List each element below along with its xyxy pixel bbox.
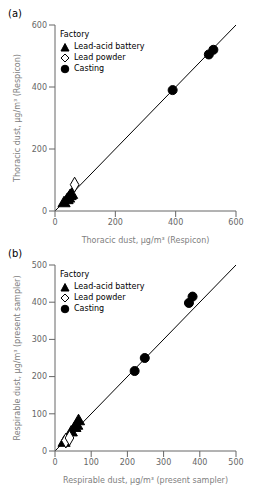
svg-text:0: 0 [42,447,47,456]
svg-text:100: 100 [32,410,47,419]
html-text:Lead powder: Lead powder [74,293,126,302]
svg-text:Respirable dust, μg/m³ (presen: Respirable dust, μg/m³ (present sampler) [13,275,22,440]
svg-text:300: 300 [156,458,171,467]
svg-text:200: 200 [120,458,135,467]
svg-text:400: 400 [192,458,207,467]
svg-text:200: 200 [32,145,47,154]
svg-text:Thoracic dust, μg/m³ (Respicon: Thoracic dust, μg/m³ (Respicon) [13,54,22,183]
html-text:Lead-acid battery: Lead-acid battery [74,282,145,291]
html-text:(b): (b) [8,248,23,259]
svg-text:400: 400 [32,298,47,307]
html-text:(a): (a) [8,8,22,19]
html-text:Lead powder: Lead powder [74,53,126,62]
html-text:Casting: Casting [74,304,105,313]
svg-text:400: 400 [32,83,47,92]
svg-text:0: 0 [42,207,47,216]
svg-text:0: 0 [52,458,57,467]
svg-text:600: 600 [32,21,47,30]
html-text:Factory: Factory [60,270,90,279]
svg-text:500: 500 [32,261,47,270]
svg-text:200: 200 [32,372,47,381]
html-text:Casting: Casting [74,64,105,73]
svg-text:500: 500 [228,458,243,467]
svg-text:600: 600 [228,218,243,227]
html-text:Lead-acid battery: Lead-acid battery [74,42,145,51]
svg-text:100: 100 [84,458,99,467]
svg-text:300: 300 [32,335,47,344]
svg-text:200: 200 [108,218,123,227]
svg-text:400: 400 [168,218,183,227]
html-text:Factory: Factory [60,30,90,39]
svg-text:Thoracic dust, μg/m³ (Respicon: Thoracic dust, μg/m³ (Respicon) [81,236,210,245]
svg-text:Respirable dust, μg/m³ (presen: Respirable dust, μg/m³ (present sampler) [63,476,228,485]
svg-text:0: 0 [52,218,57,227]
